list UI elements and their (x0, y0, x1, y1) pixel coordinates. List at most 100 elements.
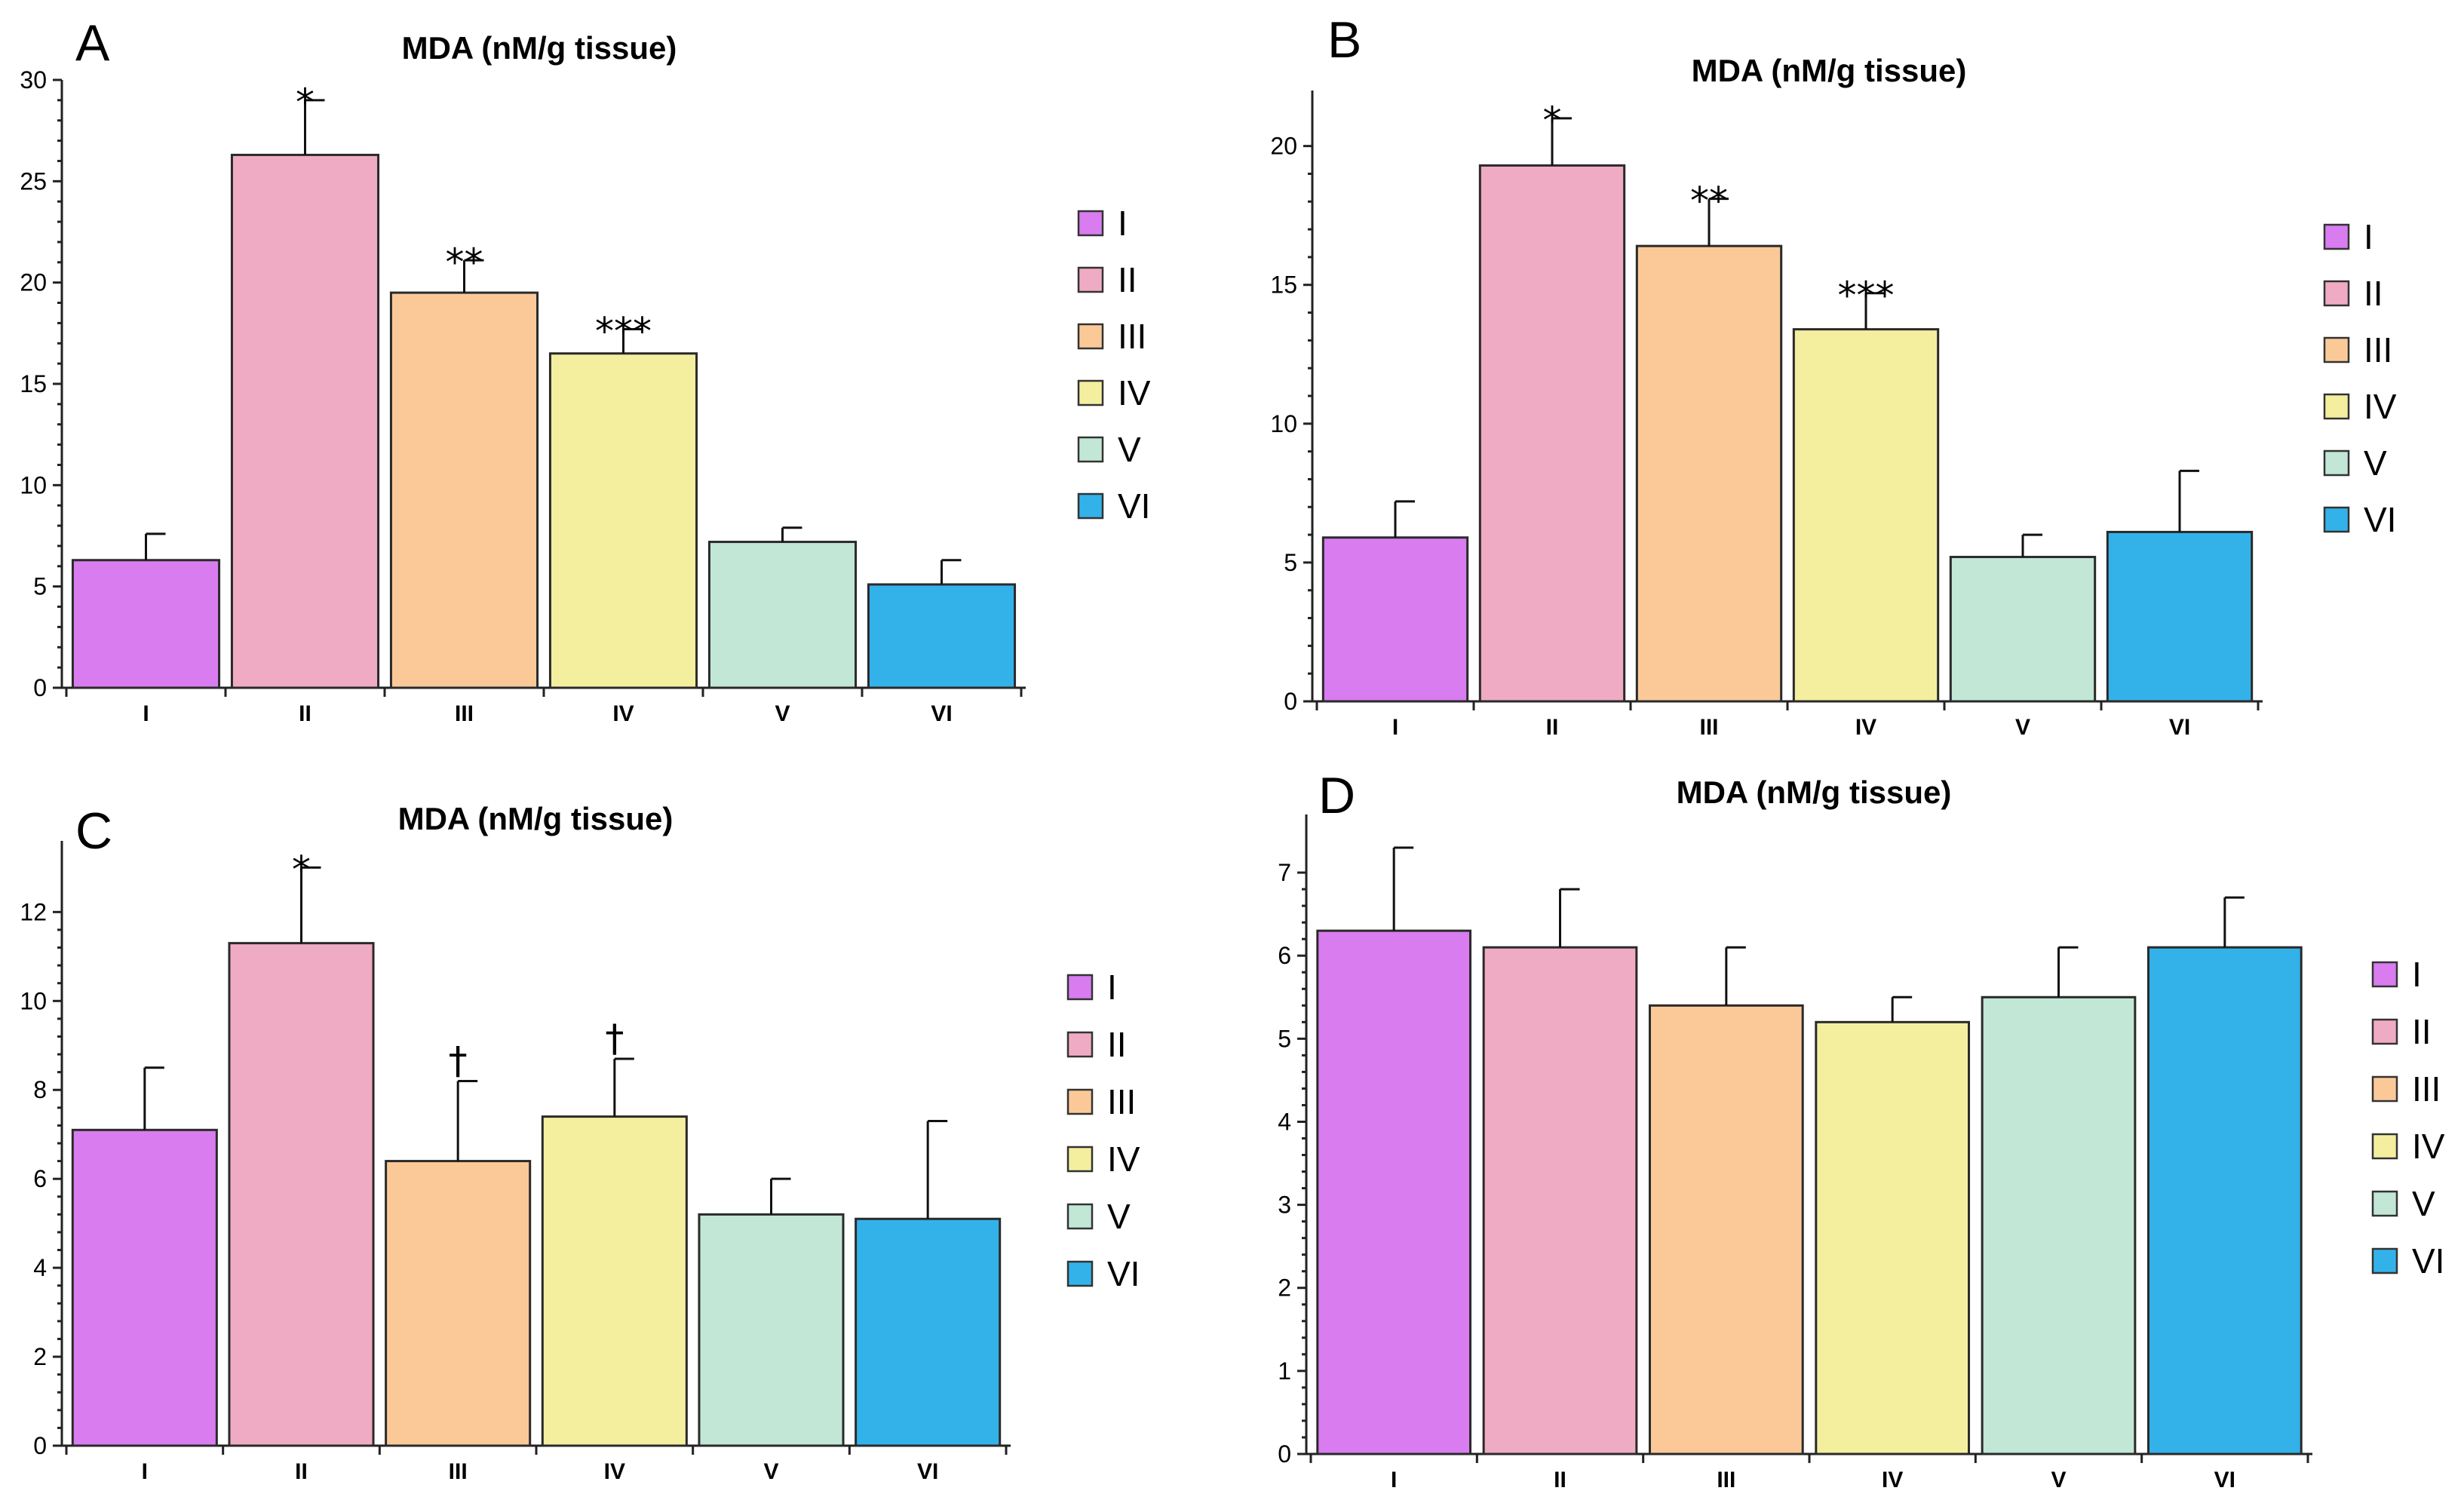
significance-marker: *** (595, 309, 652, 353)
y-tick-label: 5 (1278, 1025, 1291, 1052)
legend-label: I (2412, 955, 2422, 994)
y-tick-label: 4 (33, 1254, 47, 1281)
significance-marker: † (605, 1017, 624, 1060)
x-tick-label: I (142, 1459, 148, 1484)
bar-V (698, 1213, 845, 1447)
bar-III (389, 291, 539, 689)
legend-swatch-I (2371, 961, 2398, 988)
x-tick-label: II (295, 1459, 308, 1484)
legend-swatch-V (2323, 449, 2350, 477)
legend-swatch-V (1077, 436, 1104, 463)
bar-VI (2106, 530, 2254, 703)
legend-label: II (1118, 260, 1137, 299)
x-tick-label: I (1391, 1468, 1397, 1492)
legend-swatch-IV (2371, 1133, 2398, 1160)
x-tick-label: III (455, 701, 474, 726)
legend-label: IV (1118, 373, 1151, 413)
x-tick-label: V (763, 1459, 778, 1484)
significance-marker: ** (446, 241, 483, 284)
x-tick-label: III (1717, 1468, 1735, 1492)
y-tick-label: 0 (33, 674, 47, 701)
y-tick-label: 5 (33, 573, 47, 600)
x-tick-label: IV (612, 701, 634, 726)
legend-label: III (1118, 317, 1146, 356)
bar-II (1478, 164, 1626, 703)
y-tick-label: 10 (20, 471, 47, 498)
legend-swatch-V (2371, 1190, 2398, 1217)
x-tick-label: V (2015, 715, 2030, 740)
x-tick-label: IV (604, 1459, 625, 1484)
y-tick-label: 0 (33, 1432, 47, 1459)
bar-VI (867, 583, 1017, 689)
y-tick-label: 5 (1284, 549, 1297, 576)
x-tick-label: III (449, 1459, 468, 1484)
y-tick-label: 3 (1278, 1192, 1291, 1219)
bar-IV (1815, 1020, 1971, 1455)
x-tick-label: II (299, 701, 311, 726)
x-tick-label: VI (2169, 715, 2190, 740)
x-tick-label: I (1392, 715, 1398, 740)
x-tick-label: II (1546, 715, 1559, 740)
legend-label: V (2364, 443, 2387, 483)
legend-label: I (1107, 968, 1117, 1007)
legend-label: III (2412, 1069, 2441, 1109)
y-tick-label: 25 (20, 167, 47, 195)
y-tick-label: 2 (1278, 1274, 1291, 1302)
bar-II (230, 153, 380, 689)
y-tick-label: 12 (20, 898, 47, 925)
legend-label: V (2412, 1184, 2435, 1223)
legend-label: II (2364, 274, 2383, 313)
panel-letter: C (75, 802, 112, 860)
y-tick-label: 6 (1278, 942, 1291, 969)
x-tick-label: VI (917, 1459, 938, 1484)
legend-label: V (1118, 430, 1141, 469)
y-tick-label: 20 (20, 269, 47, 296)
legend-swatch-II (1077, 266, 1104, 293)
legend-label: IV (1107, 1140, 1140, 1179)
x-tick-label: VI (931, 701, 952, 726)
y-tick-label: 15 (1270, 271, 1297, 299)
bar-I (71, 559, 221, 689)
legend-swatch-VI (2323, 506, 2350, 533)
legend-swatch-I (1077, 210, 1104, 237)
legend-label: II (2412, 1012, 2432, 1051)
legend-label: II (1107, 1025, 1127, 1064)
y-tick-label: 0 (1278, 1440, 1291, 1468)
x-tick-label: I (143, 701, 149, 726)
legend-swatch-III (2371, 1075, 2398, 1103)
legend-swatch-VI (1066, 1260, 1094, 1287)
y-tick-label: 7 (1278, 859, 1291, 886)
bar-I (1316, 929, 1472, 1455)
legend-label: VI (2364, 500, 2396, 539)
y-tick-label: 0 (1284, 688, 1297, 715)
legend-swatch-IV (1077, 379, 1104, 406)
legend-swatch-VI (1077, 492, 1104, 520)
legend-label: IV (2412, 1127, 2445, 1166)
chart-title: MDA (nM/g tissue) (398, 801, 674, 836)
chart-title: MDA (nM/g tissue) (1677, 775, 1952, 810)
legend-swatch-II (2323, 280, 2350, 307)
significance-marker: ** (1690, 179, 1728, 223)
legend-swatch-II (2371, 1018, 2398, 1045)
legend-swatch-III (1066, 1088, 1094, 1115)
y-tick-label: 10 (20, 987, 47, 1014)
x-tick-label: III (1699, 715, 1718, 740)
panel-letter: A (75, 14, 110, 72)
significance-marker: * (296, 81, 315, 124)
legend-swatch-VI (2371, 1247, 2398, 1274)
panel-letter: B (1327, 11, 1361, 69)
legend-swatch-IV (1066, 1146, 1094, 1173)
x-tick-label: IV (1882, 1468, 1903, 1492)
y-tick-label: 8 (33, 1076, 47, 1103)
bar-II (228, 942, 375, 1447)
legend-label: VI (2412, 1241, 2444, 1281)
bar-VI (855, 1217, 1002, 1447)
panel-letter: D (1318, 767, 1355, 824)
legend-swatch-V (1066, 1203, 1094, 1230)
y-tick-label: 20 (1270, 133, 1297, 160)
bar-IV (1792, 328, 1940, 703)
x-tick-label: II (1554, 1468, 1566, 1492)
